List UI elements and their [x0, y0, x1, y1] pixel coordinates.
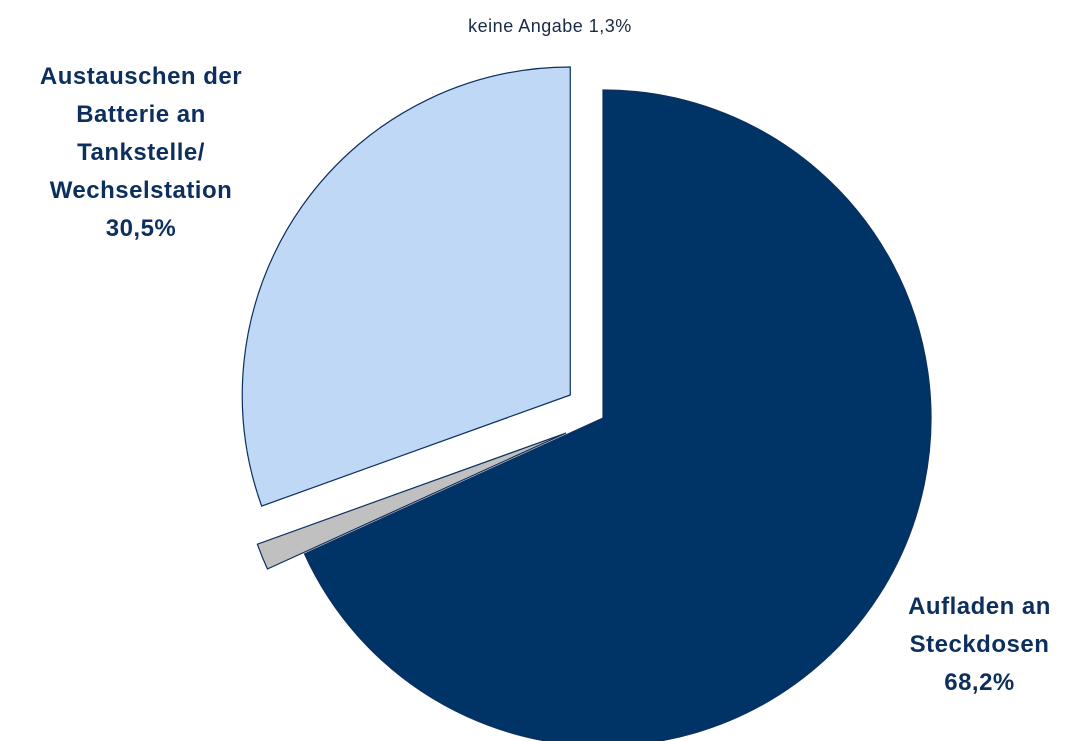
slice-label-line: Aufladen an: [908, 593, 1051, 620]
slice-value-label: 68,2%: [944, 669, 1015, 696]
slice-label-line: keine Angabe 1,3%: [468, 16, 632, 36]
slice-value-label: 30,5%: [105, 215, 177, 242]
pie-slice-keine-angabe: [256, 432, 567, 570]
slice-label-line: Austauschen der: [39, 63, 243, 90]
pie-slice-austauschen: [241, 66, 571, 507]
slice-label-line: Wechselstation: [49, 177, 233, 204]
slice-label-keine-angabe: keine Angabe 1,3%: [380, 14, 720, 38]
slice-label-line: Tankstelle/: [77, 139, 205, 166]
slice-label-line: Batterie an: [76, 101, 206, 128]
slice-label-austauschen: Austauschen der Batterie an Tankstelle/ …: [0, 58, 282, 248]
slice-label-aufladen: Aufladen an Steckdosen 68,2%: [880, 588, 1079, 702]
slice-label-line: Steckdosen: [909, 631, 1050, 658]
pie-slice-aufladen: [303, 89, 932, 741]
